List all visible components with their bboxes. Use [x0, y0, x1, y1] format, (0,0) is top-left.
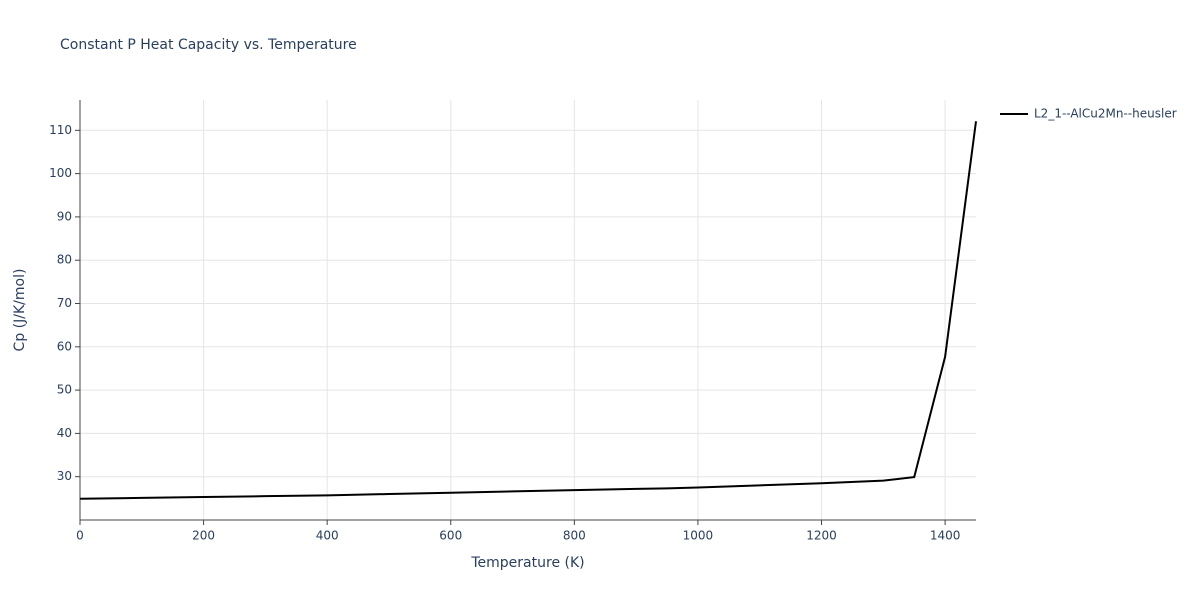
y-tick-label: 110 [49, 123, 72, 137]
x-tick-label: 0 [76, 529, 84, 543]
x-tick-label: 400 [316, 529, 339, 543]
y-tick-label: 60 [57, 339, 72, 353]
series-line [79, 121, 977, 500]
x-tick-label: 1400 [930, 529, 961, 543]
y-tick-label: 80 [57, 253, 72, 267]
grid [75, 100, 976, 525]
x-tick-label: 800 [563, 529, 586, 543]
y-tick-label: 40 [57, 426, 72, 440]
y-tick-label: 100 [49, 166, 72, 180]
x-tick-label: 600 [439, 529, 462, 543]
x-tick-label: 1200 [806, 529, 837, 543]
x-tick-label: 1000 [683, 529, 714, 543]
legend-label: L2_1--AlCu2Mn--heusler [1034, 107, 1177, 121]
y-axis-label: Cp (J/K/mol) [12, 269, 28, 352]
x-axis-label: Temperature (K) [470, 555, 584, 571]
y-tick-label: 70 [57, 296, 72, 310]
y-tick-label: 50 [57, 383, 72, 397]
chart-title: Constant P Heat Capacity vs. Temperature [60, 37, 357, 53]
y-tick-label: 90 [57, 209, 72, 223]
y-tick-label: 30 [57, 469, 72, 483]
plot [79, 121, 977, 500]
x-tick-label: 200 [192, 529, 215, 543]
